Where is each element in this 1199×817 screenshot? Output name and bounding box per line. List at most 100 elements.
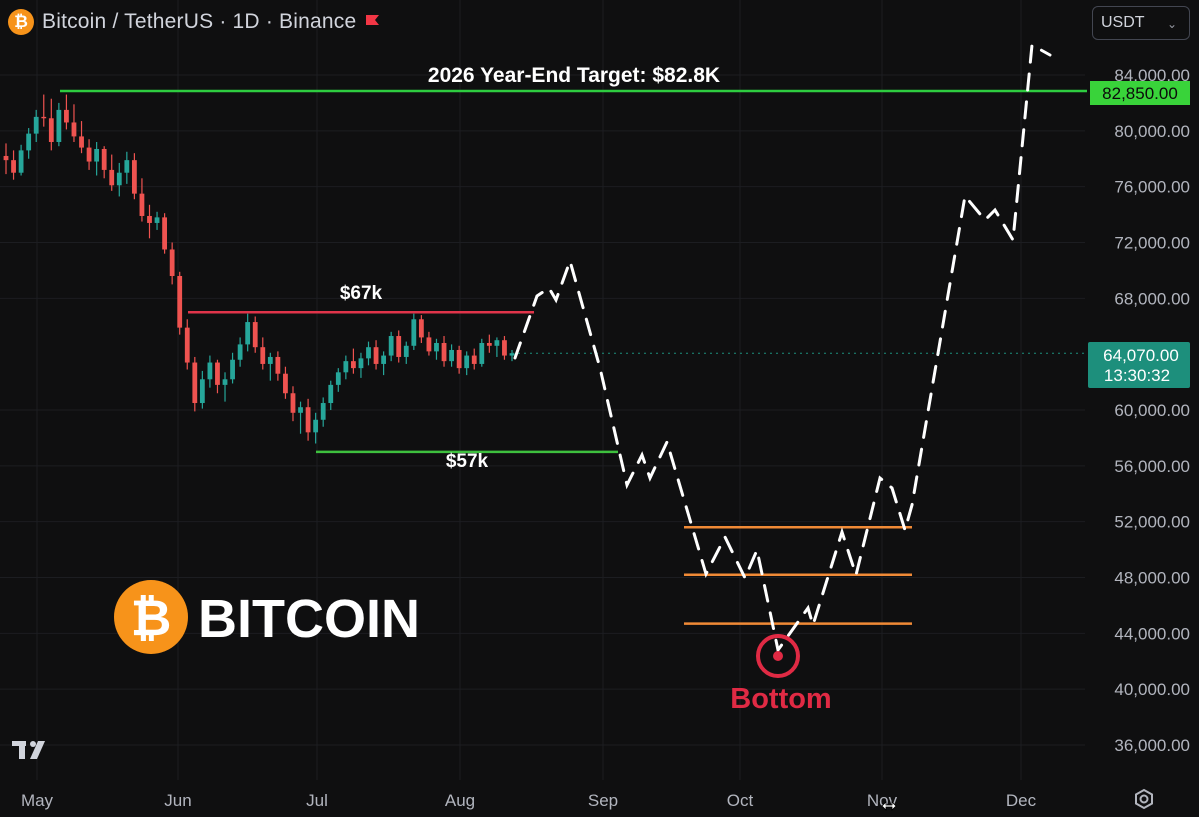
bitcoin-icon: ₿ <box>8 9 34 35</box>
candle-body <box>79 136 84 148</box>
y-tick-label: 40,000.00 <box>1114 680 1190 699</box>
candle-body <box>328 384 334 404</box>
chevron-down-icon: ⌄ <box>1166 17 1177 31</box>
y-tick-label: 44,000.00 <box>1114 624 1190 643</box>
candle-body <box>388 336 394 356</box>
level-lines <box>60 89 1087 625</box>
candle-body <box>411 319 417 346</box>
candle-body <box>434 343 439 352</box>
candle-body <box>26 133 32 151</box>
candle-body <box>283 373 288 394</box>
chart-grid <box>0 0 1085 780</box>
support-label: $57k <box>446 451 489 472</box>
candle-body <box>471 355 477 364</box>
candle-body <box>237 344 243 360</box>
symbol-header[interactable]: ₿ Bitcoin / TetherUS · 1D · Binance <box>8 8 380 36</box>
bitcoin-logo-icon <box>114 580 188 654</box>
last-price-value: 64,070.00 <box>1103 346 1179 365</box>
candle-body <box>48 118 54 142</box>
target-label: 2026 Year-End Target: $82.8K <box>428 64 720 87</box>
candle-body <box>502 340 507 356</box>
candle-body <box>41 116 47 119</box>
currency-select-value: USDT <box>1101 14 1145 31</box>
candle-body <box>131 160 137 194</box>
candle-body <box>441 343 447 362</box>
candle-body <box>3 155 9 161</box>
candle-body <box>343 361 349 373</box>
x-tick-label: Jun <box>164 791 191 810</box>
candle-body <box>245 322 251 345</box>
tradingview-logo[interactable] <box>12 738 56 762</box>
candle-body <box>101 148 107 170</box>
candle-body <box>154 217 160 223</box>
y-tick-label: 84,000.00 <box>1114 66 1190 85</box>
candle-body <box>275 356 281 374</box>
candle-body <box>192 362 198 404</box>
candle-body <box>464 355 470 369</box>
bitcoin-logo: ₿ BITCOIN <box>114 580 420 654</box>
settings-gear-icon[interactable] <box>1133 788 1155 810</box>
candle-body <box>351 361 356 369</box>
candle-body <box>33 116 39 134</box>
candle-body <box>116 172 122 186</box>
x-tick-label: Aug <box>445 791 475 810</box>
candle-body <box>396 336 402 357</box>
target-price-badge <box>1090 81 1190 105</box>
last-price-badge <box>1088 342 1190 388</box>
resize-cursor-icon <box>881 801 897 811</box>
candle-body <box>320 403 326 420</box>
candle-body <box>109 169 115 186</box>
candle-body <box>290 393 296 413</box>
y-tick-label: 36,000.00 <box>1114 736 1190 755</box>
candle-body <box>366 347 371 359</box>
last-price-countdown: 13:30:32 <box>1104 366 1170 385</box>
x-tick-label: May <box>21 791 54 810</box>
candle-body <box>494 340 500 346</box>
candle-body <box>184 327 190 363</box>
y-tick-label: 48,000.00 <box>1114 569 1190 588</box>
candle-body <box>177 276 183 328</box>
x-tick-label: Dec <box>1006 791 1037 810</box>
candle-body <box>64 109 69 123</box>
candle-body <box>358 358 364 369</box>
projection-path <box>513 42 1052 654</box>
candle-body <box>147 215 152 223</box>
candle-body <box>267 356 273 364</box>
candle-body <box>18 150 24 173</box>
candle-body <box>230 359 235 380</box>
candle-body <box>305 407 311 433</box>
y-axis: 84,000.00 80,000.00 76,000.00 72,000.00 68,0… <box>1114 66 1190 755</box>
candle-body <box>56 109 62 142</box>
candle-body <box>207 362 213 380</box>
candlestick-series <box>3 94 515 444</box>
x-tick-label: Sep <box>588 791 618 810</box>
candle-body <box>426 337 432 352</box>
candle-body <box>215 362 220 385</box>
currency-select[interactable]: USDT ⌄ <box>1092 6 1190 40</box>
candle-body <box>403 345 409 357</box>
target-price-badge-text: 82,850.00 <box>1102 84 1178 103</box>
y-tick-label: 52,000.00 <box>1114 513 1190 532</box>
candle-body <box>222 379 228 385</box>
x-tick-label: Oct <box>727 791 754 810</box>
candle-body <box>11 160 16 173</box>
flag-icon[interactable] <box>364 14 380 30</box>
y-tick-label: 68,000.00 <box>1114 289 1190 308</box>
candle-body <box>260 347 266 364</box>
candle-body <box>298 407 303 413</box>
candle-body <box>94 148 100 162</box>
candle-body <box>199 379 205 404</box>
bitcoin-logo-text: BITCOIN <box>198 589 420 649</box>
candle-body <box>418 319 424 338</box>
candle-body <box>509 353 515 356</box>
candle-body <box>139 193 145 216</box>
y-tick-label: 60,000.00 <box>1114 401 1190 420</box>
x-axis: May Jun Jul Aug Sep Oct Nov Dec <box>21 791 1037 810</box>
candle-body <box>449 349 454 362</box>
resistance-label: $67k <box>340 283 383 304</box>
candle-body <box>456 349 462 369</box>
bottom-marker <box>756 634 800 678</box>
symbol-title[interactable]: Bitcoin / TetherUS · 1D · Binance <box>42 10 357 33</box>
candle-body <box>479 343 485 364</box>
